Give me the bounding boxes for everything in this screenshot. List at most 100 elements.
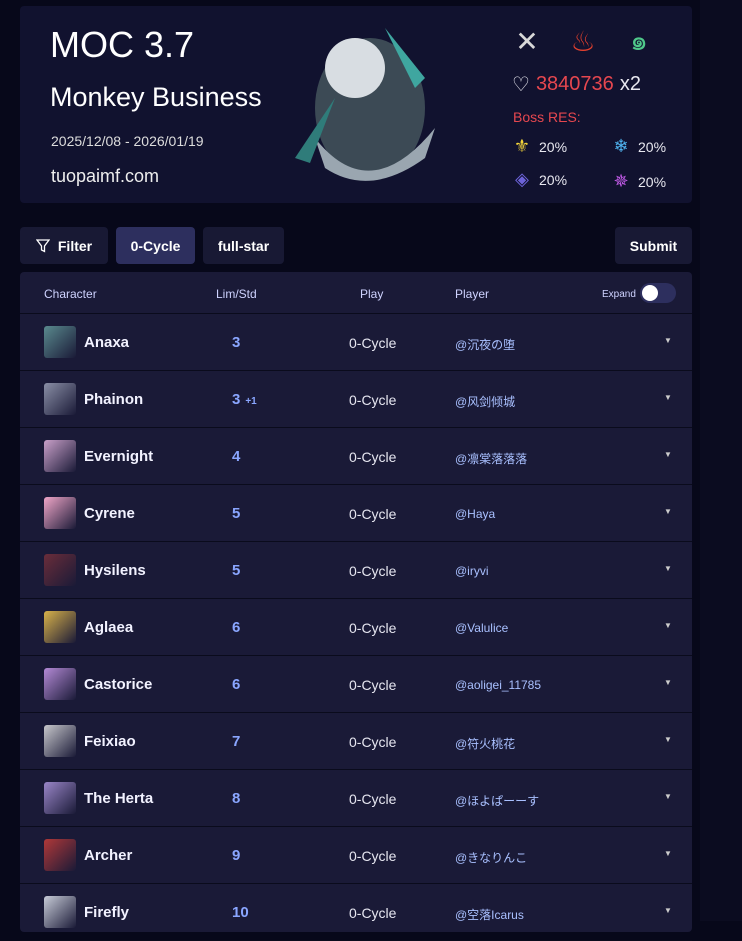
table-row[interactable]: Firefly 10 0-Cycle @空落Icarus ▼ (20, 884, 692, 941)
character-avatar (44, 839, 76, 871)
character-name: Evernight (84, 448, 154, 465)
character-name: Phainon (84, 391, 144, 408)
lim-std-value: 6 (232, 619, 241, 636)
scrollbar-track[interactable] (700, 0, 742, 921)
filter-icon (35, 238, 50, 253)
chevron-down-icon[interactable]: ▼ (664, 507, 672, 516)
player-link[interactable]: @aoligei_11785 (455, 678, 542, 692)
player-link[interactable]: @Valulice (455, 621, 509, 635)
player-link[interactable]: @凛棠落落落 (455, 452, 528, 466)
character-name: Hysilens (84, 562, 146, 579)
lim-std-value: 5 (232, 562, 241, 579)
submit-button[interactable]: Submit (615, 227, 692, 264)
table-row[interactable]: Castorice 6 0-Cycle @aoligei_11785 ▼ (20, 656, 692, 713)
header-play: Play (360, 287, 384, 301)
expand-toggle[interactable] (640, 283, 676, 303)
imaginary-icon: ⚜ (513, 136, 531, 156)
character-avatar (44, 554, 76, 586)
character-name: Archer (84, 847, 133, 864)
player-link[interactable]: @符火桃花 (455, 737, 516, 751)
play-type: 0-Cycle (349, 848, 397, 864)
table-row[interactable]: Anaxa 3 0-Cycle @沉夜の堕 ▼ (20, 314, 692, 371)
stage-dates: 2025/12/08 - 2026/01/19 (51, 133, 204, 149)
player-link[interactable]: @Haya (455, 507, 496, 521)
table-row[interactable]: Phainon 3 +1 0-Cycle @风剑倾城 ▼ (20, 371, 692, 428)
character-name: Castorice (84, 676, 153, 693)
res-imaginary: ⚜ 20% (511, 136, 567, 157)
table-row[interactable]: Feixiao 7 0-Cycle @符火桃花 ▼ (20, 713, 692, 770)
lim-std-value: 10 (232, 904, 249, 921)
play-type: 0-Cycle (349, 734, 397, 750)
play-type: 0-Cycle (349, 677, 397, 693)
cycle-filter-button[interactable]: 0-Cycle (116, 227, 195, 264)
site-name: tuopaimf.com (51, 166, 160, 186)
header-lim: Lim/Std (216, 287, 257, 301)
fire-icon: ♨ (570, 25, 596, 57)
lim-std-value: 4 (232, 448, 241, 465)
filter-button[interactable]: Filter (20, 227, 108, 264)
ice-icon: ❄ (613, 136, 629, 156)
character-name: Firefly (84, 904, 130, 921)
character-avatar (44, 440, 76, 472)
character-avatar (44, 896, 76, 928)
res-quantum: ◈ 20% (511, 169, 567, 190)
play-type: 0-Cycle (349, 392, 397, 408)
heart-icon: ♡ (512, 74, 530, 96)
table-header: Character Lim/Std Play Player Expand (20, 272, 692, 314)
character-avatar (44, 383, 76, 415)
chevron-down-icon[interactable]: ▼ (664, 564, 672, 573)
chevron-down-icon[interactable]: ▼ (664, 906, 672, 915)
header-player: Player (455, 287, 490, 301)
character-avatar (44, 611, 76, 643)
lim-std-value: 3 (232, 334, 241, 351)
chevron-down-icon[interactable]: ▼ (664, 621, 672, 630)
quantum-icon: ◈ (515, 169, 529, 189)
physical-icon: ✕ (515, 25, 539, 57)
chevron-down-icon[interactable]: ▼ (664, 450, 672, 459)
character-avatar (44, 725, 76, 757)
res-ice: ❄ 20% (610, 136, 666, 157)
table-row[interactable]: Cyrene 5 0-Cycle @Haya ▼ (20, 485, 692, 542)
lightning-icon: ✵ (613, 171, 629, 191)
clear-table: Character Lim/Std Play Player Expand Ana… (20, 272, 692, 941)
character-name: Feixiao (84, 733, 136, 750)
player-link[interactable]: @沉夜の堕 (455, 338, 516, 352)
lim-std-value: 6 (232, 676, 241, 693)
player-link[interactable]: @风剑倾城 (455, 395, 516, 409)
chevron-down-icon[interactable]: ▼ (664, 336, 672, 345)
stage-subtitle: Monkey Business (50, 82, 262, 112)
lim-std-value: 9 (232, 847, 241, 864)
table-row[interactable]: Evernight 4 0-Cycle @凛棠落落落 ▼ (20, 428, 692, 485)
boss-artwork (295, 28, 435, 181)
play-type: 0-Cycle (349, 791, 397, 807)
player-link[interactable]: @ほよぱーーす (455, 794, 540, 808)
table-row[interactable]: Archer 9 0-Cycle @きなりんこ ▼ (20, 827, 692, 884)
stage-title: MOC 3.7 (50, 24, 195, 65)
lim-std-value: 7 (232, 733, 241, 750)
character-name: The Herta (84, 790, 154, 807)
boss-hp: ♡ 3840736 x2 (512, 73, 641, 96)
character-name: Aglaea (84, 619, 134, 636)
stage-banner: MOC 3.7 Monkey Business 2025/12/08 - 202… (20, 6, 692, 203)
table-row[interactable]: Hysilens 5 0-Cycle @iryvi ▼ (20, 542, 692, 599)
weakness-list: ✕ ♨ ๑ (510, 24, 656, 58)
chevron-down-icon[interactable]: ▼ (664, 849, 672, 858)
extra-count: +1 (245, 396, 257, 407)
lim-std-value: 8 (232, 790, 241, 807)
player-link[interactable]: @きなりんこ (455, 851, 528, 865)
play-type: 0-Cycle (349, 335, 397, 351)
chevron-down-icon[interactable]: ▼ (664, 393, 672, 402)
chevron-down-icon[interactable]: ▼ (664, 735, 672, 744)
player-link[interactable]: @iryvi (455, 564, 489, 578)
full-star-button[interactable]: full-star (203, 227, 284, 264)
player-link[interactable]: @空落Icarus (455, 908, 524, 922)
character-avatar (44, 326, 76, 358)
play-type: 0-Cycle (349, 563, 397, 579)
chevron-down-icon[interactable]: ▼ (664, 678, 672, 687)
play-type: 0-Cycle (349, 506, 397, 522)
character-name: Cyrene (84, 505, 135, 522)
table-row[interactable]: The Herta 8 0-Cycle @ほよぱーーす ▼ (20, 770, 692, 827)
res-lightning: ✵ 20% (610, 171, 666, 192)
chevron-down-icon[interactable]: ▼ (664, 792, 672, 801)
table-row[interactable]: Aglaea 6 0-Cycle @Valulice ▼ (20, 599, 692, 656)
